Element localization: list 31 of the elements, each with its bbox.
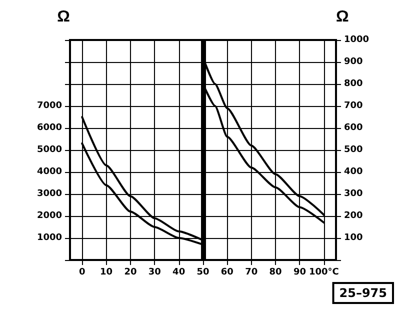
x-tick-label: 80 <box>269 268 282 278</box>
x-tick-label: 50 <box>196 268 210 278</box>
y-tick-label: 1000 <box>36 233 62 243</box>
y2-tick-label: 100 <box>344 233 363 243</box>
x-tick-label: 30 <box>148 268 161 278</box>
x-tick-label: 60 <box>220 268 234 278</box>
y2-tick-label: 800 <box>344 79 363 89</box>
x-tick-label: 70 <box>245 268 258 278</box>
y-tick-label: 3000 <box>36 189 62 199</box>
y-tick-label: 7000 <box>36 101 62 111</box>
y2-tick-label: 500 <box>344 145 363 155</box>
y2-tick-label: 400 <box>344 167 363 177</box>
x-tick-label: 10 <box>100 268 113 278</box>
y-tick-label: 2000 <box>36 211 62 221</box>
x-tick-label: 20 <box>124 268 137 278</box>
y2-tick-label: 900 <box>344 57 363 67</box>
x-tick-label: 100°C <box>308 268 340 278</box>
y-tick-label: 6000 <box>36 123 62 133</box>
y2-tick-label: 200 <box>344 211 363 221</box>
y2-tick-label: 600 <box>344 123 363 133</box>
y2-tick-label: 300 <box>344 189 363 199</box>
x-tick-label: 0 <box>78 268 86 278</box>
y-tick-label: 4000 <box>36 167 62 177</box>
x-tick-label: 90 <box>293 268 306 278</box>
y2-tick-label: 1000 <box>344 35 370 45</box>
text: 25–975 <box>339 286 387 300</box>
y-tick-label: 5000 <box>36 145 62 155</box>
y-axis-title: Ω <box>57 8 70 26</box>
y2-tick-label: 700 <box>344 101 363 111</box>
y2-axis-title: Ω <box>336 8 349 26</box>
x-tick-label: 40 <box>172 268 186 278</box>
